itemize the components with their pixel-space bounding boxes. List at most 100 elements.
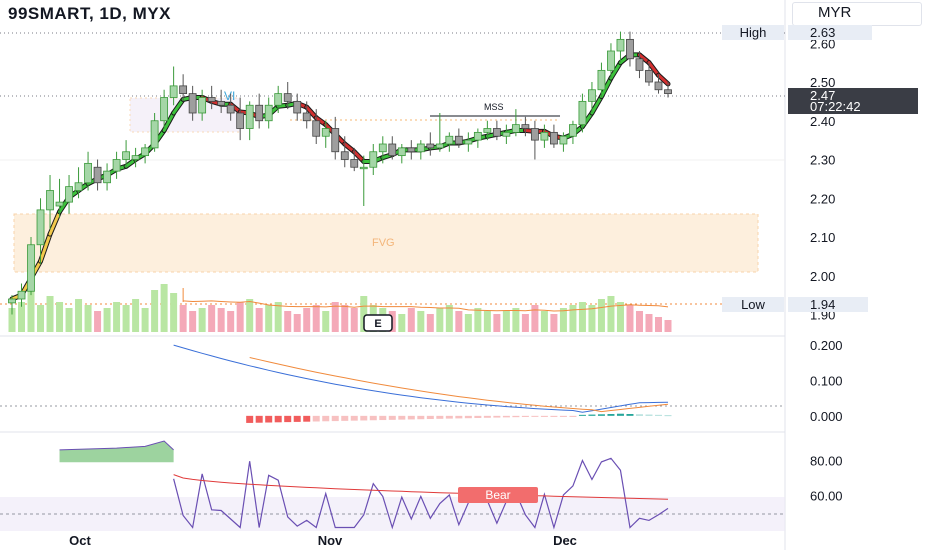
candle [255,93,264,129]
macd-hist-bar [550,415,558,417]
macd-hist-bar [369,415,377,421]
high-value: 2.63 [810,25,835,40]
candle [464,132,473,152]
macd-hist-bar [626,414,634,416]
candle [626,31,634,67]
macd-tick: 0.200 [810,338,843,353]
volume-bar [132,299,140,332]
candle [245,101,254,141]
rsi-tick: 60.00 [810,489,843,504]
volume-bar [151,290,159,332]
volume-bar [493,314,501,332]
high-badge: High 2.63 [722,25,872,40]
volume-bar [569,305,577,332]
panel-backgrounds [0,0,786,550]
candle [179,74,188,102]
candle [502,124,511,144]
candle [150,113,159,152]
mss-label: MSS [484,102,504,112]
volume-bar [464,314,472,332]
volume-bars [8,284,672,332]
macd-hist-bar [483,415,491,418]
volume-bar [540,311,548,332]
macd-hist-bar [445,415,453,419]
candle [454,128,463,148]
macd-hist-bar [645,414,653,416]
ma-segment [590,95,603,115]
candle [198,89,207,121]
candle [540,124,549,148]
candle [435,113,444,152]
ma-segment [656,73,670,86]
volume-bar [75,299,83,332]
volume-bar [483,311,491,332]
macd-hist-bar [654,414,662,416]
candle [207,85,216,110]
price-tick: 2.50 [810,75,835,90]
macd-hist-bar [588,414,596,416]
candle [378,136,387,164]
macd-hist-bar [293,415,301,422]
candle [169,66,178,106]
macd-hist-bar [569,415,577,417]
candle [350,147,359,172]
volume-bar [293,314,301,332]
candle [226,93,235,121]
ma-segment [172,97,185,115]
macd-hist-bar [436,415,444,419]
volume-bar [350,308,358,332]
ma-segment [647,61,660,77]
volume-bar [616,302,624,332]
macd-hist-bar [597,414,605,416]
volume-bar [521,314,529,332]
ma-segment [39,232,52,263]
high-label: High [740,25,767,40]
candle [635,51,644,79]
volume-bar [255,308,263,332]
volume-bar [654,317,662,332]
volume-bar [607,296,615,332]
macd-tick: 0.000 [810,409,843,424]
volume-bar [360,296,368,332]
volume-bar [217,308,225,332]
macd-hist-bar [398,415,406,420]
volume-bar [141,308,149,332]
volume-bar [56,302,64,332]
rsi-line [173,457,669,530]
x-axis: Oct Nov Dec [69,533,577,548]
candle [236,97,245,141]
candle [141,144,150,164]
earnings-marker[interactable]: E [363,314,393,332]
candle [217,89,226,113]
candle [65,175,73,214]
volume-bar [284,311,292,332]
volume-bar [417,311,425,332]
macd-hist-bar [246,415,254,423]
candle [112,151,121,179]
macd-hist-bar [265,415,273,423]
volume-bar [160,284,168,332]
candle [559,132,568,152]
candle [654,74,663,94]
candle [445,132,454,152]
macd-hist-bar [474,415,482,418]
candle [321,120,330,148]
volume-bar [455,311,463,332]
volume-bar [626,305,634,332]
macd-hist-bar [407,415,415,420]
candle [426,132,435,156]
candle [397,144,406,164]
currency-label[interactable]: MYR [818,4,852,21]
candle [369,144,378,175]
macd-hist-bar [664,415,672,417]
macd-hist-bar [303,415,311,422]
macd-hist-bar [521,415,529,417]
x-label-nov: Nov [318,533,343,548]
macd-hist-bar [512,415,520,418]
volume-bar [445,305,453,332]
macd-hist-bar [417,415,425,420]
macd-hist-bar [540,415,548,417]
fvg-label: FVG [372,237,395,249]
macd-hist-bar [388,415,396,420]
